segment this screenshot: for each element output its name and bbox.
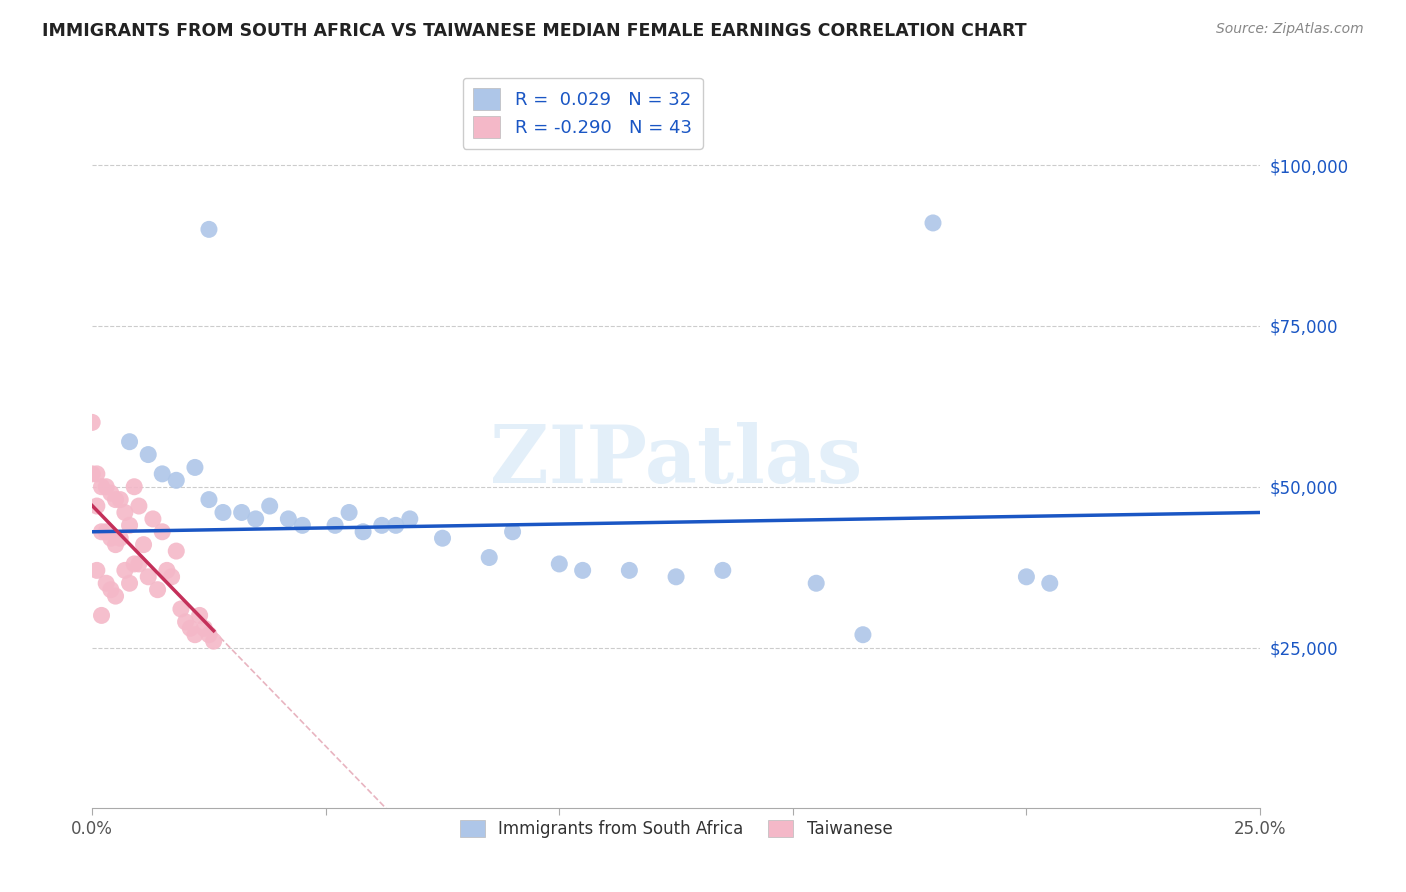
Point — [806, 576, 828, 591]
Point — [136, 570, 159, 584]
Point — [132, 538, 155, 552]
Point — [352, 524, 374, 539]
Point — [165, 544, 187, 558]
Point — [150, 524, 173, 539]
Point — [118, 434, 141, 449]
Point — [371, 518, 394, 533]
Point — [90, 524, 112, 539]
Point — [170, 602, 193, 616]
Point — [156, 563, 179, 577]
Point — [100, 582, 122, 597]
Point — [128, 499, 150, 513]
Point — [198, 628, 221, 642]
Point — [398, 512, 420, 526]
Point — [96, 480, 118, 494]
Point — [711, 563, 734, 577]
Point — [160, 570, 183, 584]
Point — [136, 448, 159, 462]
Point — [385, 518, 408, 533]
Point — [146, 582, 169, 597]
Point — [108, 492, 131, 507]
Point — [1039, 576, 1062, 591]
Legend: Immigrants from South Africa, Taiwanese: Immigrants from South Africa, Taiwanese — [453, 813, 898, 845]
Point — [114, 563, 136, 577]
Point — [165, 473, 187, 487]
Point — [184, 460, 207, 475]
Point — [291, 518, 314, 533]
Point — [337, 506, 360, 520]
Point — [118, 576, 141, 591]
Point — [259, 499, 281, 513]
Point — [198, 222, 221, 236]
Point — [142, 512, 165, 526]
Point — [122, 480, 145, 494]
Point — [86, 499, 108, 513]
Point — [323, 518, 346, 533]
Point — [122, 557, 145, 571]
Point — [212, 506, 235, 520]
Point — [96, 576, 118, 591]
Point — [852, 628, 875, 642]
Point — [90, 480, 112, 494]
Point — [90, 608, 112, 623]
Point — [86, 563, 108, 577]
Point — [104, 538, 127, 552]
Point — [184, 628, 207, 642]
Point — [114, 506, 136, 520]
Point — [432, 531, 454, 545]
Point — [198, 492, 221, 507]
Point — [118, 518, 141, 533]
Point — [619, 563, 641, 577]
Point — [174, 615, 197, 629]
Point — [478, 550, 501, 565]
Point — [245, 512, 267, 526]
Point — [104, 492, 127, 507]
Text: Source: ZipAtlas.com: Source: ZipAtlas.com — [1216, 22, 1364, 37]
Point — [922, 216, 945, 230]
Point — [548, 557, 571, 571]
Point — [128, 557, 150, 571]
Point — [100, 531, 122, 545]
Point — [104, 589, 127, 603]
Point — [502, 524, 524, 539]
Point — [150, 467, 173, 481]
Point — [193, 621, 215, 635]
Point — [665, 570, 688, 584]
Text: IMMIGRANTS FROM SOUTH AFRICA VS TAIWANESE MEDIAN FEMALE EARNINGS CORRELATION CHA: IMMIGRANTS FROM SOUTH AFRICA VS TAIWANES… — [42, 22, 1026, 40]
Point — [179, 621, 201, 635]
Point — [571, 563, 593, 577]
Point — [82, 467, 104, 481]
Point — [277, 512, 299, 526]
Point — [108, 531, 131, 545]
Point — [100, 486, 122, 500]
Point — [1015, 570, 1038, 584]
Point — [86, 467, 108, 481]
Point — [96, 524, 118, 539]
Point — [231, 506, 253, 520]
Point — [188, 608, 211, 623]
Text: ZIPatlas: ZIPatlas — [489, 422, 862, 500]
Point — [82, 416, 104, 430]
Point — [202, 634, 225, 648]
